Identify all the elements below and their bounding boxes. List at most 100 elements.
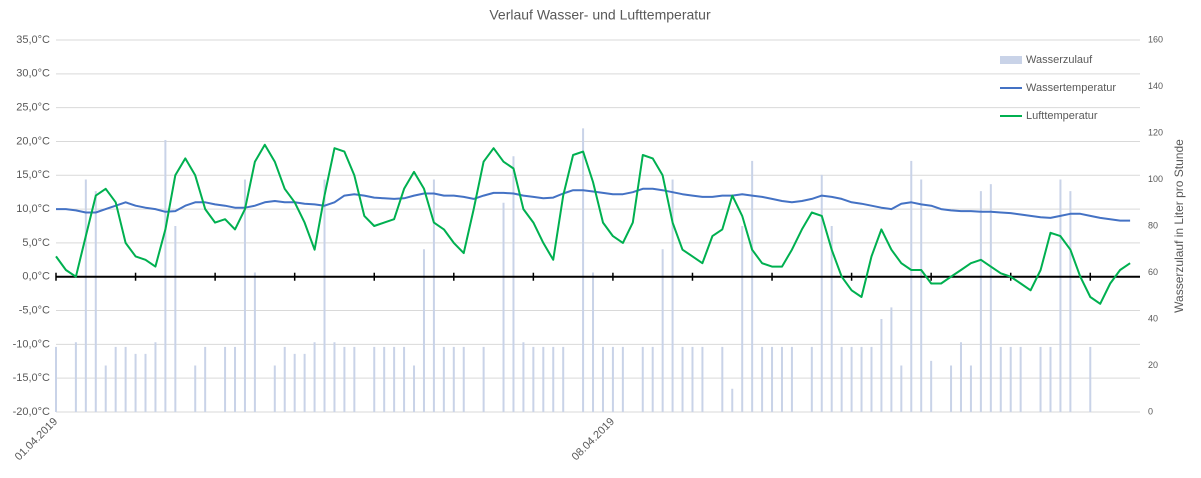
bar (94, 191, 97, 412)
bar (542, 346, 545, 412)
y-tick-label: 30,0°C (16, 68, 50, 80)
bar (104, 365, 107, 412)
bar (512, 156, 515, 412)
y2-tick-label: 100 (1148, 174, 1163, 184)
bar (880, 319, 883, 412)
bar (890, 307, 893, 412)
bar (1049, 346, 1052, 412)
bar (243, 179, 246, 412)
bar (393, 346, 396, 412)
bar (114, 346, 117, 412)
bar (413, 365, 416, 412)
bar (234, 346, 237, 412)
y2-tick-label: 120 (1148, 127, 1163, 137)
x-tick-label: 01.04.2019 (13, 416, 60, 463)
bar (303, 353, 306, 412)
y-tick-label: 15,0°C (16, 169, 50, 181)
bar (55, 346, 57, 412)
bar (989, 184, 992, 412)
bar (273, 365, 276, 412)
bar (452, 346, 455, 412)
y2-tick-label: 0 (1148, 406, 1153, 416)
bar (910, 160, 913, 412)
y2-tick-label: 40 (1148, 313, 1158, 323)
bar (74, 342, 77, 412)
bar (462, 346, 465, 412)
bar (790, 346, 793, 412)
bar (999, 346, 1002, 412)
bar (383, 346, 386, 412)
bar (969, 365, 972, 412)
bar (1009, 346, 1012, 412)
bar (1019, 346, 1022, 412)
bar (741, 226, 744, 412)
y-tick-label: 10,0°C (16, 203, 50, 215)
bar (671, 179, 674, 412)
bar (582, 128, 585, 412)
bar (333, 342, 336, 412)
bar (820, 174, 823, 412)
bar (850, 346, 853, 412)
line (56, 187, 1131, 222)
bar (124, 346, 127, 412)
x-tick-label: 08.04.2019 (570, 416, 617, 463)
bar (422, 249, 425, 412)
bar (751, 160, 754, 412)
bar (283, 346, 286, 412)
bar (313, 342, 316, 412)
bar (611, 346, 614, 412)
y-tick-label: -10,0°C (13, 338, 50, 350)
legend-swatch (1000, 56, 1022, 64)
bar (253, 272, 256, 412)
y2-tick-label: 60 (1148, 267, 1158, 277)
bar (343, 346, 346, 412)
bar (870, 346, 873, 412)
bar (621, 346, 624, 412)
y-tick-label: -5,0°C (19, 304, 50, 316)
bar (761, 346, 764, 412)
bar (204, 346, 207, 412)
bar (810, 346, 813, 412)
y-tick-label: 35,0°C (16, 34, 50, 46)
bar (224, 346, 227, 412)
y2-tick-label: 160 (1148, 34, 1163, 44)
y2-tick-label: 140 (1148, 81, 1163, 91)
legend-label: Wassertemperatur (1026, 82, 1116, 94)
bar (323, 179, 326, 412)
bar (1039, 346, 1042, 412)
y2-tick-label: 20 (1148, 360, 1158, 370)
bar (1089, 346, 1092, 412)
bar (134, 353, 137, 412)
bar (830, 226, 833, 412)
bar (950, 365, 953, 412)
bar (641, 346, 644, 412)
bar (681, 346, 684, 412)
bar (701, 346, 704, 412)
bar (592, 272, 595, 412)
bar (1069, 191, 1072, 412)
bar (1059, 179, 1062, 412)
bar (522, 342, 525, 412)
bar (482, 346, 485, 412)
bar (780, 346, 783, 412)
bar (84, 179, 87, 412)
bar (691, 346, 694, 412)
y-tick-label: 0,0°C (22, 271, 50, 283)
bar (144, 353, 147, 412)
legend-label: Lufttemperatur (1026, 110, 1098, 122)
bar (731, 388, 734, 412)
y-tick-label: -20,0°C (13, 406, 50, 418)
y-tick-label: 20,0°C (16, 135, 50, 147)
bar (442, 346, 445, 412)
bar (174, 226, 177, 412)
bar (900, 365, 903, 412)
bar (979, 191, 982, 412)
line (55, 143, 1131, 305)
y-tick-label: -15,0°C (13, 372, 50, 384)
y2-tick-label: 80 (1148, 220, 1158, 230)
bar (194, 365, 197, 412)
y-tick-label: 5,0°C (22, 237, 50, 249)
bar (840, 346, 843, 412)
bar (661, 249, 664, 412)
